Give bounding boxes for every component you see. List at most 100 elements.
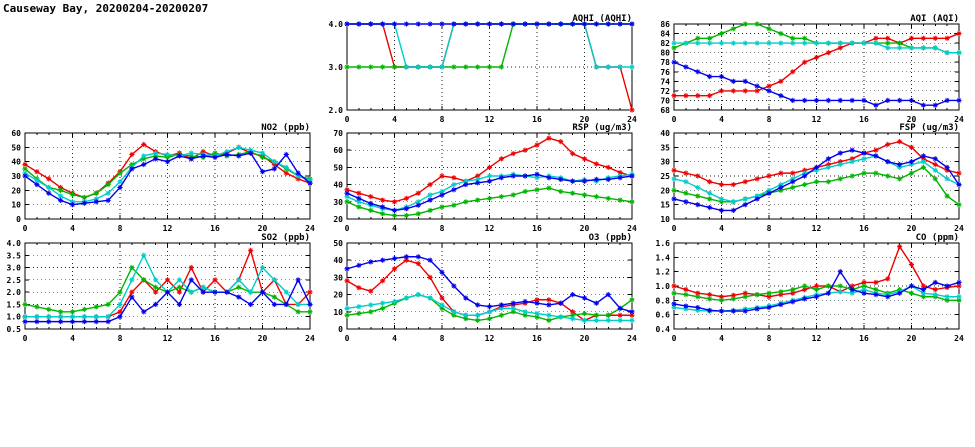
svg-text:30: 30 <box>11 172 21 181</box>
svg-text:20: 20 <box>580 334 590 343</box>
svg-text:FSP (ug/m3): FSP (ug/m3) <box>899 123 959 133</box>
svg-text:20: 20 <box>580 115 590 124</box>
rsp-plot-svg: 0 4 8 12 16 20 24 20 30 40 50 60 70 RSP (ug/m3) <box>333 123 637 233</box>
svg-text:70: 70 <box>333 129 343 138</box>
svg-text:12: 12 <box>812 334 822 343</box>
svg-text:3.0: 3.0 <box>7 264 22 273</box>
svg-text:20: 20 <box>660 186 670 195</box>
svg-text:1.6: 1.6 <box>656 239 671 248</box>
svg-text:12: 12 <box>163 224 173 233</box>
co-plot-svg: 0 4 8 12 16 20 24 0.4 0.6 0.8 1.0 1.2 1.4 1.6 CO (ppm) <box>656 233 964 343</box>
svg-text:10: 10 <box>11 201 21 210</box>
svg-text:16: 16 <box>532 224 542 233</box>
svg-text:3.0: 3.0 <box>329 63 344 72</box>
svg-text:8: 8 <box>767 224 772 233</box>
svg-text:16: 16 <box>859 224 869 233</box>
chart-fsp: 0 4 8 12 16 20 24 10 15 20 25 30 35 40 FSP (ug/m3) <box>634 121 964 241</box>
svg-text:24: 24 <box>627 224 637 233</box>
aqhi-plot-svg: 0 4 8 12 16 20 24 2.0 3.0 4.0 AQHI (AQHI) <box>329 14 637 124</box>
svg-text:0.4: 0.4 <box>656 325 671 334</box>
svg-text:8: 8 <box>767 115 772 124</box>
svg-text:30: 30 <box>333 273 343 282</box>
svg-text:0: 0 <box>672 115 677 124</box>
svg-text:68: 68 <box>660 106 670 115</box>
svg-text:4: 4 <box>719 224 724 233</box>
no2-plot-svg: 0 4 8 12 16 20 24 0 10 20 30 40 50 60 NO2 (ppb) <box>11 123 315 233</box>
svg-text:10: 10 <box>333 308 343 317</box>
svg-text:72: 72 <box>660 87 670 96</box>
svg-text:80: 80 <box>660 49 670 58</box>
svg-text:16: 16 <box>859 334 869 343</box>
svg-text:16: 16 <box>210 334 220 343</box>
svg-text:40: 40 <box>333 256 343 265</box>
svg-text:1.4: 1.4 <box>656 253 671 262</box>
svg-text:24: 24 <box>305 224 315 233</box>
svg-text:20: 20 <box>907 334 917 343</box>
svg-text:30: 30 <box>660 158 670 167</box>
svg-text:20: 20 <box>258 224 268 233</box>
svg-text:40: 40 <box>660 129 670 138</box>
o3-plot-svg: 0 4 8 12 16 20 24 0 10 20 30 40 50 O3 (ppb) <box>333 233 637 343</box>
svg-text:0: 0 <box>16 215 21 224</box>
svg-text:86: 86 <box>660 20 670 29</box>
svg-text:20: 20 <box>907 224 917 233</box>
svg-text:4: 4 <box>392 224 397 233</box>
svg-text:78: 78 <box>660 58 670 67</box>
chart-aqhi: 0 4 8 12 16 20 24 2.0 3.0 4.0 AQHI (AQHI) <box>307 12 637 132</box>
svg-text:20: 20 <box>258 334 268 343</box>
svg-text:16: 16 <box>532 334 542 343</box>
chart-rsp: 0 4 8 12 16 20 24 20 30 40 50 60 70 RSP (ug/m3) <box>307 121 637 241</box>
svg-text:50: 50 <box>11 143 21 152</box>
svg-text:8: 8 <box>440 334 445 343</box>
fsp-plot-svg: 0 4 8 12 16 20 24 10 15 20 25 30 35 40 FSP (ug/m3) <box>660 123 964 233</box>
svg-text:0: 0 <box>345 115 350 124</box>
svg-text:0.6: 0.6 <box>656 311 671 320</box>
svg-text:24: 24 <box>627 115 637 124</box>
chart-aqi: 0 4 8 12 16 20 24 68 70 72 74 76 78 80 82 84 86 AQI (AQI) <box>634 12 964 132</box>
svg-text:0: 0 <box>23 224 28 233</box>
svg-text:70: 70 <box>660 96 670 105</box>
svg-text:SO2 (ppb): SO2 (ppb) <box>261 233 310 243</box>
svg-text:8: 8 <box>767 334 772 343</box>
svg-text:4.0: 4.0 <box>7 239 22 248</box>
svg-text:1.0: 1.0 <box>656 282 671 291</box>
svg-text:24: 24 <box>954 115 964 124</box>
svg-text:4: 4 <box>719 334 724 343</box>
svg-text:0: 0 <box>345 334 350 343</box>
svg-text:AQHI (AQHI): AQHI (AQHI) <box>572 14 632 24</box>
svg-text:20: 20 <box>907 115 917 124</box>
svg-text:8: 8 <box>440 115 445 124</box>
svg-text:0.8: 0.8 <box>656 296 671 305</box>
svg-text:50: 50 <box>333 239 343 248</box>
svg-text:24: 24 <box>954 224 964 233</box>
svg-text:4: 4 <box>719 115 724 124</box>
svg-text:AQI (AQI): AQI (AQI) <box>910 14 959 24</box>
svg-text:0: 0 <box>345 224 350 233</box>
chart-co: 0 4 8 12 16 20 24 0.4 0.6 0.8 1.0 1.2 1.4 1.6 CO (ppm) <box>634 231 964 351</box>
svg-text:4: 4 <box>392 115 397 124</box>
svg-text:20: 20 <box>333 215 343 224</box>
svg-text:12: 12 <box>485 115 495 124</box>
so2-plot-svg: 0 4 8 12 16 20 24 0.5 1.0 1.5 2.0 2.5 3.0 3.5 4.0 SO2 (… <box>7 233 315 343</box>
svg-text:12: 12 <box>485 224 495 233</box>
svg-text:1.2: 1.2 <box>656 268 671 277</box>
svg-text:12: 12 <box>485 334 495 343</box>
svg-text:84: 84 <box>660 30 670 39</box>
svg-text:4: 4 <box>392 334 397 343</box>
svg-text:0: 0 <box>338 325 343 334</box>
svg-text:12: 12 <box>812 224 822 233</box>
svg-text:NO2 (ppb): NO2 (ppb) <box>261 123 310 133</box>
svg-text:8: 8 <box>118 334 123 343</box>
svg-text:12: 12 <box>163 334 173 343</box>
svg-text:24: 24 <box>305 334 315 343</box>
svg-text:20: 20 <box>580 224 590 233</box>
svg-text:3.5: 3.5 <box>7 251 22 260</box>
chart-so2: 0 4 8 12 16 20 24 0.5 1.0 1.5 2.0 2.5 3.0 3.5 4.0 SO2 (… <box>0 231 315 351</box>
svg-text:60: 60 <box>11 129 21 138</box>
svg-text:30: 30 <box>333 198 343 207</box>
svg-text:16: 16 <box>859 115 869 124</box>
svg-text:0.5: 0.5 <box>7 325 22 334</box>
svg-text:20: 20 <box>333 291 343 300</box>
svg-text:4: 4 <box>70 224 75 233</box>
